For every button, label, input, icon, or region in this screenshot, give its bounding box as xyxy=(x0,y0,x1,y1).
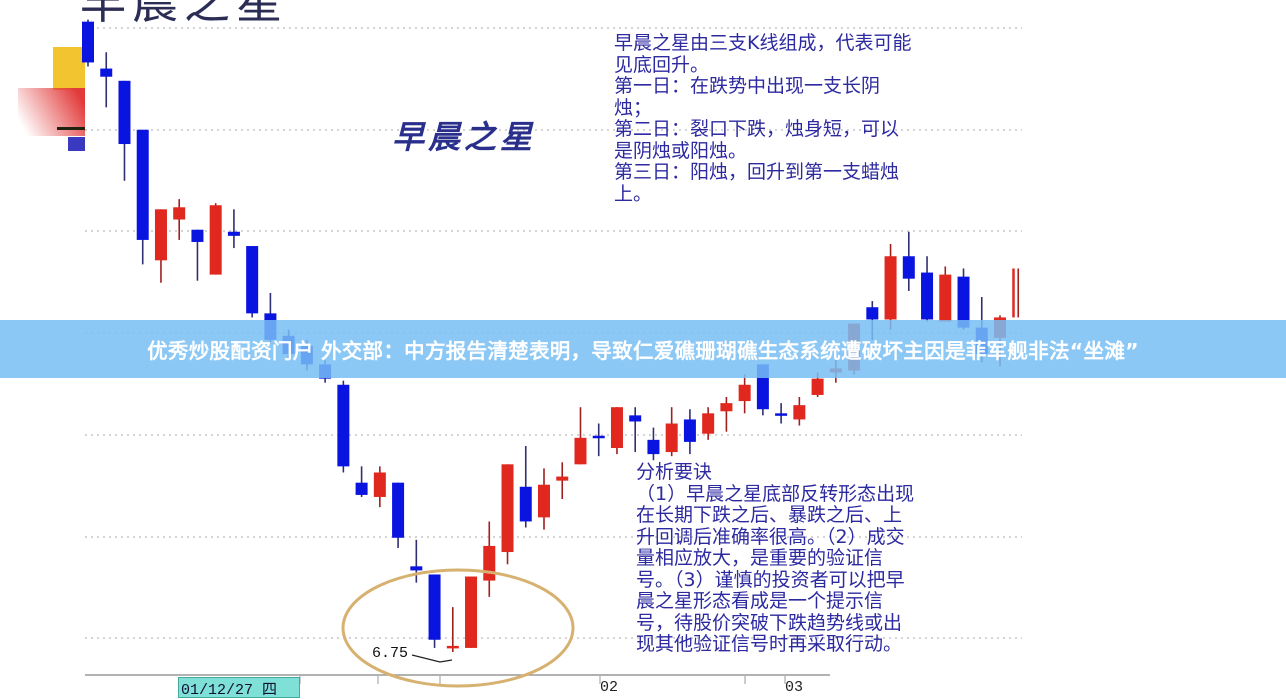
candle-body xyxy=(647,439,660,455)
candle-body xyxy=(793,405,806,420)
candle-body xyxy=(373,472,386,497)
decor-blue-square xyxy=(68,137,85,151)
candle-body xyxy=(100,68,113,77)
candle-body xyxy=(574,437,587,465)
candle-body xyxy=(556,476,569,481)
candle-body xyxy=(957,276,970,328)
candle-body xyxy=(465,576,478,648)
text-line: 分析要诀 xyxy=(636,461,713,483)
candle-body xyxy=(154,209,167,261)
x-tick-label: 02 xyxy=(600,679,619,696)
text-line: 号。（3）谨慎的投资者可以把早 xyxy=(636,568,905,591)
page-title: 早晨之星 xyxy=(80,0,288,29)
text-line: 烛； xyxy=(614,96,653,119)
text-line: 第三日：阳烛，回升到第一支蜡烛 xyxy=(614,161,900,183)
candle-body xyxy=(610,407,623,448)
candle-body xyxy=(82,21,94,63)
candle-body xyxy=(665,423,678,453)
candle-body xyxy=(209,205,222,275)
text-line: 见底回升。 xyxy=(614,53,710,76)
text-line: 晨之星形态看成是一个提示信 xyxy=(636,590,884,612)
candle-body xyxy=(1012,268,1015,318)
analysis-notes: 分析要诀 （1）早晨之星底部反转形态出现 在长期下跌之后、暴跌之后、上 升回调后准确率… xyxy=(636,461,915,656)
candle-body xyxy=(884,256,897,320)
annotation-pointer xyxy=(411,654,453,663)
highlight-ellipse xyxy=(341,568,575,688)
text-line: 是阴烛或阳烛。 xyxy=(614,139,748,162)
chart-title: 早晨之星 xyxy=(392,118,537,156)
candle-body xyxy=(118,80,131,145)
candle-body xyxy=(592,435,605,439)
text-line: 上。 xyxy=(614,182,653,205)
description-top: 早晨之星由三支K线组成，代表可能 见底回升。 第一日：在跌势中出现一支长阴 烛； 第二日… xyxy=(614,32,912,205)
text-line: 第二日：裂口下跌，烛身短，可以 xyxy=(614,118,900,140)
text-line: 早晨之星由三支K线组成，代表可能 xyxy=(614,32,912,54)
candle-body xyxy=(446,645,459,649)
text-line: 在长期下跌之后、暴跌之后、上 xyxy=(636,504,903,526)
candle-body xyxy=(866,307,879,320)
date-label: 01/12/27 四 xyxy=(178,677,300,699)
candle-body xyxy=(902,256,915,279)
candle-body xyxy=(683,419,696,442)
candle-body xyxy=(392,482,405,538)
candle-body xyxy=(939,274,952,322)
candle-body xyxy=(702,413,715,434)
text-line: 量相应放大，是重要的验证信 xyxy=(636,547,884,569)
candle-body xyxy=(227,231,240,236)
text-line: （1）早晨之星底部反转形态出现 xyxy=(636,482,915,505)
candle-body xyxy=(811,378,824,395)
candle-body xyxy=(738,384,751,402)
text-line: 升回调后准确率很高。（2）成交 xyxy=(636,525,905,548)
candle-body xyxy=(355,482,368,495)
low-price-label: 6.75 xyxy=(372,645,409,662)
candle-body xyxy=(136,129,149,240)
candle-body xyxy=(337,384,350,467)
text-line: 号，待股价突破下跌趋势线或出 xyxy=(636,611,903,634)
candle-body xyxy=(501,464,514,553)
candle-body xyxy=(519,486,532,522)
text-line: 第一日：在跌势中出现一支长阴 xyxy=(614,75,881,97)
candle-body xyxy=(483,545,496,581)
candle-body xyxy=(921,272,934,320)
candle-body xyxy=(173,207,186,220)
candle-body xyxy=(246,246,259,314)
text-line: 现其他验证信号时再采取行动。 xyxy=(636,633,903,655)
candle-body xyxy=(720,403,733,412)
candle-body xyxy=(191,229,204,242)
banner-text[interactable]: 优秀炒股配资门户 外交部：中方报告清楚表明，导致仁爱礁珊瑚礁生态系统遭破坏主因是… xyxy=(147,339,1139,363)
candle-body xyxy=(629,415,642,422)
candle-body xyxy=(410,566,423,571)
decor-yellow-square xyxy=(53,47,85,90)
x-tick-label: 03 xyxy=(785,679,804,696)
candle-body xyxy=(538,484,550,518)
decor-black-bar xyxy=(57,127,85,130)
candle-body xyxy=(775,413,788,416)
news-banner[interactable]: 优秀炒股配资门户 外交部：中方报告清楚表明，导致仁爱礁珊瑚礁生态系统遭破坏主因是… xyxy=(0,320,1286,378)
candle-body xyxy=(428,574,441,640)
